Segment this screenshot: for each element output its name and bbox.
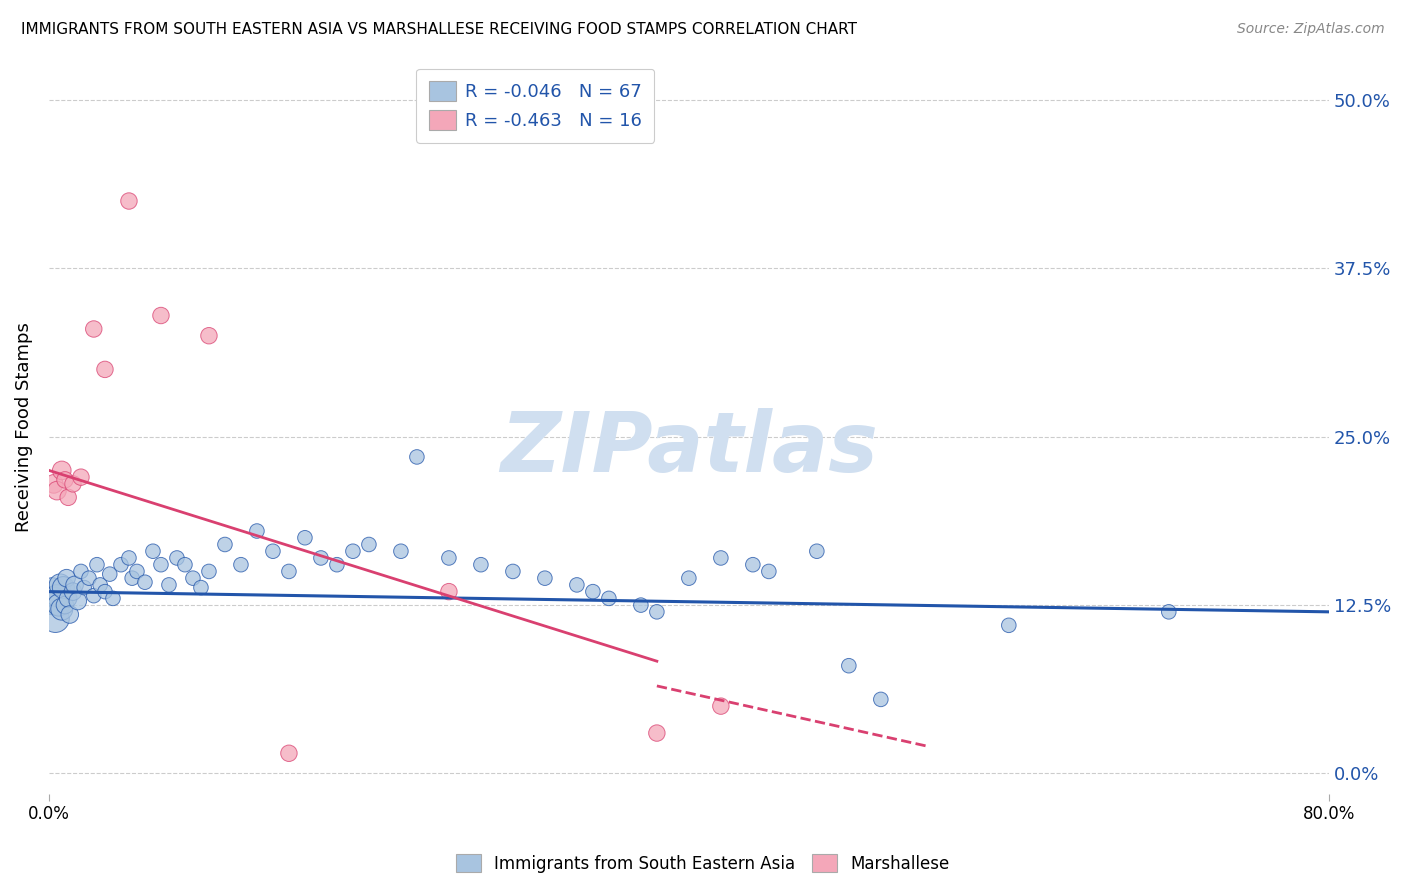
Point (278, 746, 301, 760)
Point (70, 470, 93, 484)
Point (758, 565, 780, 579)
Point (70, 565, 93, 579)
Point (89, 578, 111, 592)
Point (42, 594, 65, 608)
Point (59, 607, 82, 622)
Point (42, 476, 65, 491)
Point (66, 594, 89, 608)
Point (110, 558, 132, 572)
Point (46, 483, 69, 498)
Legend: R = -0.046   N = 67, R = -0.463   N = 16: R = -0.046 N = 67, R = -0.463 N = 16 (416, 69, 654, 143)
Point (77, 571, 100, 585)
Point (470, 558, 492, 572)
Point (309, 551, 332, 566)
Point (53, 473, 76, 487)
Point (134, 575, 156, 590)
Point (869, 692, 891, 706)
Point (198, 328, 221, 343)
Point (437, 551, 460, 566)
Point (998, 618, 1021, 632)
Point (94, 584, 117, 599)
Text: ZIPatlas: ZIPatlas (501, 409, 877, 489)
Point (52, 581, 75, 595)
Point (741, 558, 763, 572)
Point (246, 524, 269, 538)
Point (262, 544, 284, 558)
Point (166, 551, 188, 566)
Point (125, 565, 148, 579)
Point (598, 591, 620, 606)
Point (83, 589, 105, 603)
Y-axis label: Receiving Food Stamps: Receiving Food Stamps (15, 322, 32, 532)
Point (534, 571, 557, 585)
Point (838, 658, 860, 673)
Point (190, 581, 212, 595)
Point (342, 544, 364, 558)
Point (56, 491, 79, 505)
Point (63, 578, 86, 592)
Point (73, 581, 96, 595)
Point (41, 584, 63, 599)
Point (582, 584, 605, 599)
Point (101, 591, 124, 606)
Point (806, 544, 828, 558)
Point (406, 450, 429, 464)
Point (118, 194, 141, 208)
Point (62, 584, 84, 599)
Point (294, 531, 316, 545)
Point (710, 551, 733, 566)
Point (83, 322, 105, 336)
Point (278, 565, 301, 579)
Point (645, 605, 668, 619)
Point (437, 584, 460, 599)
Point (229, 558, 252, 572)
Text: Source: ZipAtlas.com: Source: ZipAtlas.com (1237, 22, 1385, 37)
Legend: Immigrants from South Eastern Asia, Marshallese: Immigrants from South Eastern Asia, Mars… (450, 847, 956, 880)
Point (56, 591, 79, 606)
Point (46, 589, 69, 603)
Point (86, 558, 108, 572)
Point (198, 565, 221, 579)
Point (51, 463, 73, 477)
Point (98, 567, 121, 582)
Point (157, 578, 180, 592)
Point (214, 537, 236, 551)
Point (142, 544, 165, 558)
Point (357, 537, 380, 551)
Point (62, 476, 84, 491)
Point (48, 598, 70, 612)
Point (49, 578, 72, 592)
Point (149, 558, 172, 572)
Point (181, 571, 204, 585)
Point (121, 571, 143, 585)
Point (44, 611, 66, 625)
Point (678, 571, 700, 585)
Point (51, 602, 73, 616)
Point (710, 699, 733, 714)
Point (53, 598, 76, 612)
Point (630, 598, 652, 612)
Point (174, 558, 197, 572)
Point (645, 726, 668, 740)
Point (1157, 605, 1180, 619)
Point (149, 309, 172, 323)
Point (55, 571, 77, 585)
Point (565, 578, 588, 592)
Point (502, 565, 524, 579)
Point (326, 558, 349, 572)
Point (389, 544, 412, 558)
Text: IMMIGRANTS FROM SOUTH EASTERN ASIA VS MARSHALLESE RECEIVING FOOD STAMPS CORRELAT: IMMIGRANTS FROM SOUTH EASTERN ASIA VS MA… (21, 22, 858, 37)
Point (118, 551, 141, 566)
Point (94, 362, 117, 376)
